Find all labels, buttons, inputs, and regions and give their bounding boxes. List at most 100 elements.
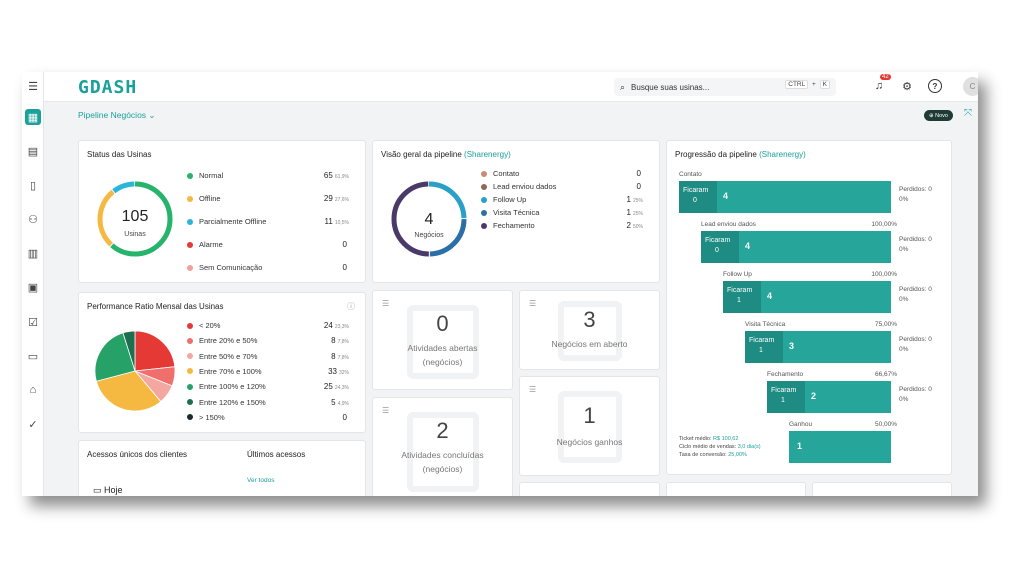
- legend-item[interactable]: > 150%: [187, 413, 225, 422]
- ver-todos-link[interactable]: Ver todos: [247, 477, 275, 484]
- search-bar[interactable]: ⌕ Busque suas usinas... CTRL + K: [614, 78, 836, 96]
- store-icon[interactable]: ▥: [27, 247, 39, 260]
- legend-label: Entre 50% e 70%: [199, 351, 258, 361]
- funnel-bar[interactable]: Ficaram 1 2: [767, 381, 891, 413]
- ciclo-medio: Ciclo médio de vendas: 3,0 dia(s): [679, 443, 761, 451]
- legend-item[interactable]: Normal: [187, 171, 223, 180]
- menu-icon[interactable]: ☰: [28, 80, 38, 93]
- solar-panel-icon[interactable]: ▤: [27, 145, 39, 158]
- funnel-count: 3: [789, 341, 795, 351]
- app-logo[interactable]: GDASH: [78, 77, 138, 98]
- donut-segment[interactable]: [391, 181, 467, 257]
- check-circle-icon[interactable]: ✓: [28, 418, 38, 431]
- funnel-bar[interactable]: Ficaram 1 4: [723, 281, 891, 313]
- legend-item[interactable]: Contato: [481, 169, 519, 178]
- negocios-ganhos-card[interactable]: ☰ 1 Negócios ganhos: [519, 376, 660, 476]
- clipboard-watermark-icon: [407, 412, 479, 492]
- atividades-abertas-card[interactable]: ☰ 0 Atividades abertas (negócios): [372, 290, 513, 390]
- legend-dot: [481, 222, 487, 229]
- ultimos-acessos-title: Últimos acessos: [247, 450, 306, 459]
- perdidos-label: Perdidos: 0: [899, 386, 932, 393]
- legend-item[interactable]: Entre 100% e 120%: [187, 382, 266, 391]
- ficaram-label: Ficaram: [749, 337, 775, 344]
- legend-pct: 10,5%: [334, 220, 349, 226]
- perdidos-pct: 0%: [899, 196, 909, 203]
- donut-segment[interactable]: [97, 181, 173, 257]
- legend-value: 29 27,6%: [301, 194, 349, 203]
- funnel-bar[interactable]: Ficaram 0 4: [679, 181, 891, 213]
- legend-item[interactable]: Visita Técnica: [481, 208, 539, 217]
- legend-item[interactable]: Entre 120% e 150%: [187, 398, 266, 407]
- legend-item[interactable]: Lead enviou dados: [481, 182, 556, 191]
- funnel-bar[interactable]: 1: [789, 431, 891, 463]
- atividades-abertas-label: Atividades abertas: [407, 343, 478, 353]
- legend-item[interactable]: < 20%: [187, 321, 220, 330]
- legend-item[interactable]: Parcialmente Offline: [187, 217, 266, 226]
- legend-item[interactable]: Entre 50% e 70%: [187, 352, 257, 361]
- legend-label: Parcialmente Offline: [199, 217, 267, 226]
- legend-item[interactable]: Sem Comunicação: [187, 263, 262, 272]
- donut-segment[interactable]: [97, 181, 173, 257]
- document-icon[interactable]: ▯: [29, 179, 37, 192]
- legend-pct: 27,6%: [334, 197, 349, 203]
- legend-item[interactable]: Entre 70% e 100%: [187, 367, 262, 376]
- card-title: Acessos únicos dos clientes: [87, 450, 188, 459]
- legend-label: < 20%: [199, 321, 221, 330]
- legend-item[interactable]: Follow Up: [481, 195, 526, 204]
- filter-icon[interactable]: ☰: [382, 406, 390, 415]
- status-total: 105: [122, 208, 149, 225]
- donut-segment[interactable]: [391, 181, 467, 257]
- clipboard-icon[interactable]: ▣: [27, 281, 39, 294]
- legend-item[interactable]: Offline: [187, 194, 221, 203]
- users-icon[interactable]: ⚇: [28, 213, 38, 226]
- perdidos-pct: 0%: [899, 346, 909, 353]
- legend-item[interactable]: Alarme: [187, 240, 223, 249]
- help-icon[interactable]: ?: [928, 79, 942, 93]
- performance-pie-chart: [94, 330, 176, 412]
- legend-count: 0: [636, 182, 641, 191]
- notification-badge: 42: [880, 74, 891, 80]
- bell-icon[interactable]: ♫ 42: [874, 74, 891, 92]
- legend-value: 5 4,9%: [301, 398, 349, 407]
- legend-dot: [187, 383, 193, 390]
- dashboard-icon[interactable]: ▦: [25, 109, 41, 125]
- legend-label: Fechamento: [493, 221, 535, 230]
- legend-count: 0: [342, 412, 347, 422]
- ciclo-label: Ciclo médio de vendas:: [679, 444, 737, 450]
- legend-item[interactable]: Entre 20% e 50%: [187, 336, 257, 345]
- ciclo-value: 3,0 dia(s): [737, 444, 761, 450]
- ticket-value: R$ 100,62: [713, 436, 739, 442]
- legend-item[interactable]: Fechamento: [481, 221, 535, 230]
- info-icon[interactable]: ⓘ: [347, 302, 355, 311]
- funnel-bar[interactable]: Ficaram 1 3: [745, 331, 891, 363]
- kbd-ctrl: CTRL: [785, 80, 809, 89]
- home-settings-icon[interactable]: ⌂: [29, 384, 37, 396]
- ficaram-box: Ficaram 1: [745, 331, 783, 363]
- legend-count: 8: [331, 336, 336, 346]
- funnel-stage-name: Lead enviou dados: [701, 221, 756, 228]
- pipeline-selector[interactable]: Pipeline Negócios ⌄: [78, 110, 156, 120]
- avatar[interactable]: C: [963, 77, 978, 96]
- pie-slice[interactable]: [95, 370, 162, 412]
- filter-icon[interactable]: ☰: [529, 299, 537, 308]
- legend-label: Visita Técnica: [493, 208, 540, 217]
- funnel-bar[interactable]: Ficaram 0 4: [701, 231, 891, 263]
- atividades-concluidas-card[interactable]: ☰ 2 Atividades concluídas (negócios): [372, 397, 513, 496]
- filter-icon[interactable]: ☰: [529, 385, 537, 394]
- pie-slice[interactable]: [122, 330, 136, 372]
- filter-icon[interactable]: ☰: [382, 299, 390, 308]
- fullscreen-icon[interactable]: ⤧: [964, 108, 972, 119]
- funnel-count: 4: [723, 191, 729, 201]
- negocios-em-aberto-card[interactable]: ☰ 3 Negócios em aberto: [519, 290, 660, 370]
- pie-slice[interactable]: [94, 332, 136, 382]
- legend-pct: 25%: [632, 198, 643, 204]
- funnel-stage-pct: 75,00%: [874, 321, 897, 328]
- checklist-icon[interactable]: ☑: [28, 316, 38, 329]
- wallet-icon[interactable]: ▭: [27, 350, 39, 363]
- legend-pct: 32%: [338, 369, 349, 376]
- legend-value: 8 7,8%: [301, 352, 349, 361]
- legend-count: 2: [626, 221, 631, 230]
- gear-icon[interactable]: ⚙: [902, 80, 912, 93]
- pie-slice[interactable]: [134, 330, 176, 372]
- new-button[interactable]: ⊕ Novo: [924, 110, 953, 121]
